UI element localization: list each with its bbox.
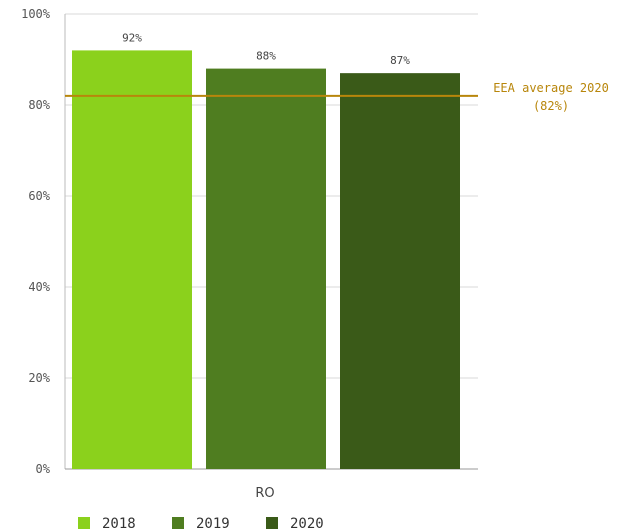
category-label: RO bbox=[255, 486, 274, 501]
bar-value-label: 88% bbox=[256, 50, 276, 63]
legend: 2018 2019 2020 bbox=[78, 516, 324, 532]
legend-swatch-2019 bbox=[172, 517, 184, 529]
y-tick-label: 20% bbox=[28, 371, 50, 385]
y-tick-label: 0% bbox=[36, 462, 51, 476]
bar-2018 bbox=[72, 50, 192, 470]
bar-layer: 92% 88% 87% bbox=[72, 31, 460, 470]
bar-value-label: 87% bbox=[390, 54, 410, 67]
bar-2020 bbox=[340, 73, 460, 470]
legend-label-2018: 2018 bbox=[102, 516, 136, 532]
legend-swatch-2018 bbox=[78, 517, 90, 529]
y-tick-label: 60% bbox=[28, 189, 50, 203]
legend-label-2019: 2019 bbox=[196, 516, 230, 532]
bar-value-label: 92% bbox=[122, 31, 142, 44]
y-tick-label: 100% bbox=[21, 7, 51, 21]
legend-label-2020: 2020 bbox=[290, 516, 324, 532]
y-tick-label: 80% bbox=[28, 98, 50, 112]
bar-2019 bbox=[206, 68, 326, 469]
legend-swatch-2020 bbox=[266, 517, 278, 529]
reference-line-layer: EEA average 2020 (82%) bbox=[65, 81, 609, 113]
reference-line-label: EEA average 2020 bbox=[493, 81, 609, 95]
reference-line-value-label: (82%) bbox=[533, 99, 569, 113]
y-tick-label: 40% bbox=[28, 280, 50, 294]
category-axis: RO bbox=[255, 486, 274, 501]
